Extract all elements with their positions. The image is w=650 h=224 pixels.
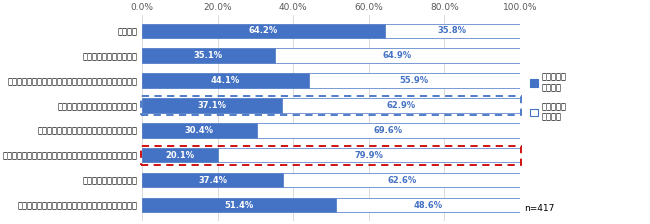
Text: 79.9%: 79.9% [354, 151, 383, 160]
Text: 55.9%: 55.9% [400, 76, 429, 85]
Bar [142, 198, 336, 212]
Bar [385, 24, 520, 38]
Bar [142, 48, 275, 63]
Text: 48.6%: 48.6% [413, 200, 443, 209]
Bar [142, 98, 282, 113]
Bar [218, 148, 520, 162]
Bar [336, 198, 520, 212]
Text: 35.8%: 35.8% [438, 26, 467, 35]
Bar [282, 98, 520, 113]
Bar [142, 123, 257, 138]
Bar [275, 48, 520, 63]
Bar [142, 148, 218, 162]
Bar [257, 123, 520, 138]
Text: 20.1%: 20.1% [165, 151, 194, 160]
Bar [142, 73, 309, 88]
Text: n=417: n=417 [524, 204, 554, 213]
Bar [142, 24, 385, 38]
Legend: 責任範囲の
記載あり, 責任範囲の
記載なし: 責任範囲の 記載あり, 責任範囲の 記載なし [528, 71, 568, 123]
Text: 51.4%: 51.4% [224, 200, 254, 209]
Text: 69.6%: 69.6% [374, 126, 403, 135]
Text: 62.6%: 62.6% [387, 176, 416, 185]
Text: 44.1%: 44.1% [211, 76, 240, 85]
Text: 37.1%: 37.1% [198, 101, 227, 110]
Bar [309, 73, 520, 88]
Text: 64.9%: 64.9% [383, 51, 412, 60]
Text: 30.4%: 30.4% [185, 126, 214, 135]
Bar [142, 173, 283, 187]
Text: 35.1%: 35.1% [194, 51, 223, 60]
Text: 64.2%: 64.2% [249, 26, 278, 35]
Bar [283, 173, 520, 187]
Text: 62.9%: 62.9% [387, 101, 416, 110]
Text: 37.4%: 37.4% [198, 176, 227, 185]
